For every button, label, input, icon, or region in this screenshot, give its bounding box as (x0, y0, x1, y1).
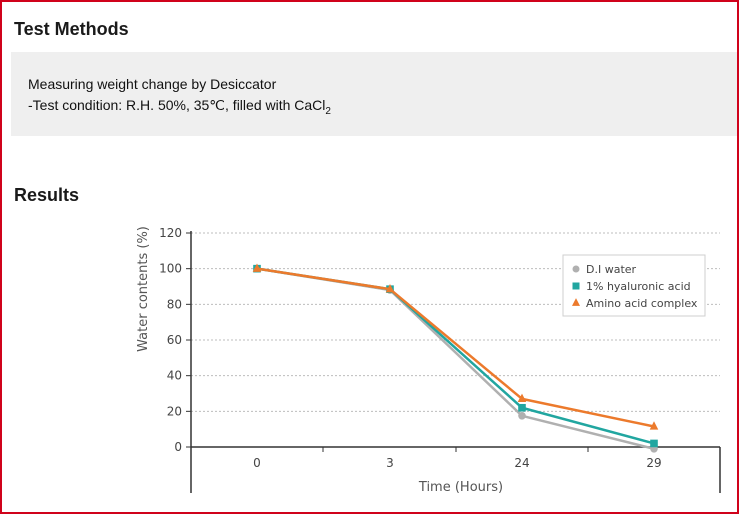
y-tick-label: 100 (159, 262, 182, 276)
series-3 (252, 263, 659, 430)
legend-box (562, 254, 706, 317)
x-tick-labels: 0 3 24 29 (253, 447, 662, 470)
y-axis-title: Water contents (%) (136, 226, 151, 352)
x-tick-label: 29 (646, 456, 661, 470)
data-point (517, 393, 527, 403)
legend-label: Amino acid complex (586, 297, 698, 310)
y-tick-labels: 0 20 40 60 80 100 120 (159, 226, 191, 454)
x-tick-label: 3 (386, 456, 394, 470)
y-tick-label: 80 (167, 297, 182, 311)
data-point (385, 283, 395, 293)
data-point (649, 421, 659, 430)
data-point (650, 439, 658, 448)
data-point (518, 403, 526, 412)
legend-marker (572, 282, 580, 290)
x-tick-label: 24 (514, 456, 529, 470)
test-condition: -Test condition: R.H. 50%, 35℃, filled w… (28, 97, 331, 117)
test-condition-text: -Test condition: R.H. 50%, 35℃, filled w… (28, 97, 326, 113)
test-methods-box: Measuring weight change by Desiccator -T… (11, 52, 737, 136)
y-tick-label: 0 (174, 440, 182, 454)
test-condition-subscript: 2 (325, 105, 331, 117)
y-tick-label: 40 (167, 369, 182, 383)
x-tick-label: 0 (253, 456, 261, 470)
y-tick-label: 20 (167, 404, 182, 418)
y-tick-label: 60 (167, 333, 182, 347)
legend-marker (572, 298, 580, 306)
legend-label: 1% hyaluronic acid (586, 280, 691, 293)
legend: D.I water 1% hyaluronic acid Amino acid co… (562, 254, 706, 317)
method-description: Measuring weight change by Desiccator (28, 76, 277, 92)
data-point (252, 263, 262, 272)
legend-label: D.I water (586, 263, 637, 276)
series-lines (252, 263, 659, 453)
series-line (256, 267, 655, 428)
data-point (518, 411, 526, 420)
results-title: Results (14, 185, 80, 205)
legend-marker (572, 265, 580, 273)
x-axis-title: Time (Hours) (418, 480, 503, 495)
y-tick-label: 120 (159, 226, 182, 240)
test-methods-title: Test Methods (14, 19, 129, 39)
